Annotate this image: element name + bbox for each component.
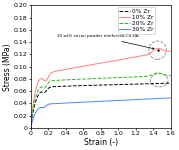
20% Zr bbox=[91, 78, 93, 80]
Legend: 0% Zr, 10% Zr, 20% Zr, 30% Zr: 0% Zr, 10% Zr, 20% Zr, 30% Zr bbox=[118, 7, 155, 34]
20% Zr bbox=[141, 76, 143, 78]
30% Zr bbox=[139, 99, 141, 100]
X-axis label: Strain (-): Strain (-) bbox=[84, 138, 118, 147]
Text: 10 wt% zircon powder reinforced CS-HA: 10 wt% zircon powder reinforced CS-HA bbox=[57, 34, 154, 49]
0% Zr bbox=[139, 83, 141, 85]
10% Zr bbox=[139, 56, 141, 57]
30% Zr bbox=[30, 127, 32, 129]
30% Zr bbox=[91, 101, 93, 103]
20% Zr bbox=[139, 76, 141, 78]
0% Zr bbox=[141, 83, 143, 85]
0% Zr bbox=[30, 127, 32, 129]
10% Zr bbox=[86, 65, 88, 66]
10% Zr bbox=[30, 127, 32, 129]
20% Zr bbox=[30, 127, 32, 129]
10% Zr bbox=[157, 47, 159, 49]
Line: 0% Zr: 0% Zr bbox=[31, 83, 171, 128]
30% Zr bbox=[141, 98, 143, 100]
10% Zr bbox=[141, 55, 143, 57]
0% Zr bbox=[126, 83, 128, 85]
10% Zr bbox=[170, 50, 172, 52]
20% Zr bbox=[44, 87, 46, 88]
Line: 10% Zr: 10% Zr bbox=[31, 48, 171, 128]
Line: 30% Zr: 30% Zr bbox=[31, 98, 171, 128]
30% Zr bbox=[126, 99, 128, 101]
20% Zr bbox=[126, 76, 128, 78]
0% Zr bbox=[86, 85, 88, 86]
Y-axis label: Stress (MPa): Stress (MPa) bbox=[3, 43, 13, 90]
10% Zr bbox=[126, 58, 128, 60]
20% Zr bbox=[170, 74, 172, 76]
30% Zr bbox=[44, 106, 46, 108]
20% Zr bbox=[86, 78, 88, 80]
20% Zr bbox=[157, 72, 159, 74]
10% Zr bbox=[91, 64, 93, 66]
Line: 20% Zr: 20% Zr bbox=[31, 73, 171, 128]
30% Zr bbox=[86, 101, 88, 103]
30% Zr bbox=[170, 97, 172, 99]
0% Zr bbox=[170, 82, 172, 84]
0% Zr bbox=[44, 91, 46, 93]
0% Zr bbox=[91, 84, 93, 86]
10% Zr bbox=[44, 80, 46, 82]
